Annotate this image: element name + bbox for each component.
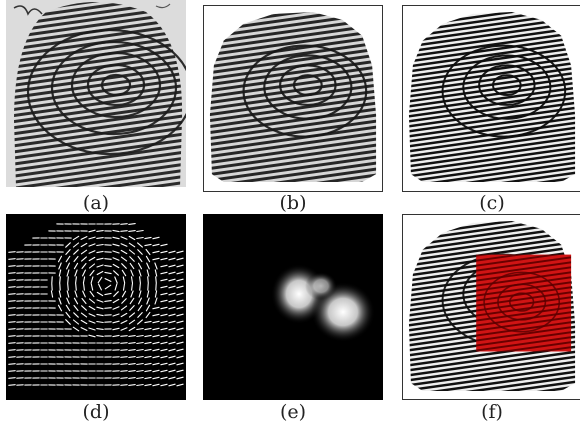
caption-e: (e) (203, 401, 383, 423)
orientation-segment (121, 357, 127, 358)
fingerprint-enhanced-image (403, 6, 580, 191)
orientation-field-image (6, 214, 186, 400)
caption-d: (d) (6, 401, 186, 423)
orientation-segment (9, 273, 15, 274)
orientation-segment (121, 224, 127, 225)
fingerprint-raw-image (6, 0, 186, 187)
caption-c: (c) (402, 192, 580, 214)
orientation-segment (9, 371, 15, 372)
orientation-segment (9, 378, 15, 379)
orientation-segment (9, 343, 15, 344)
orientation-segment (9, 301, 15, 302)
orientation-segment (9, 308, 15, 309)
caption-a: (a) (6, 192, 186, 214)
orientation-segment (76, 284, 77, 290)
orientation-segment (9, 350, 15, 351)
orientation-segment (9, 280, 15, 281)
panel-a-raw-fingerprint (6, 0, 186, 187)
orientation-segment (148, 277, 149, 283)
orientation-segment (121, 231, 127, 232)
orientation-segment (105, 259, 111, 260)
orientation-segment (121, 371, 127, 372)
orientation-segment (121, 343, 127, 344)
caption-f: (f) (402, 401, 580, 423)
orientation-segment (140, 284, 141, 290)
panel-d-orientation-field (6, 214, 186, 400)
fingerprint-segmented-image (204, 6, 382, 191)
orientation-segment (121, 364, 127, 365)
orientation-segment (9, 252, 15, 253)
orientation-segment (9, 322, 15, 323)
orientation-segment (121, 350, 127, 351)
singular-region-heatmap (203, 214, 383, 400)
orientation-segment (121, 385, 127, 386)
orientation-segment (9, 294, 15, 295)
panel-c-enhanced-fingerprint (402, 5, 580, 192)
panel-b-segmented-fingerprint (203, 5, 383, 192)
fingerprint-roi-overlay-image (403, 215, 580, 399)
orientation-segment (105, 308, 111, 309)
orientation-segment (9, 266, 15, 267)
orientation-segment (68, 284, 69, 290)
orientation-segment (9, 336, 15, 337)
orientation-segment (9, 315, 15, 316)
orientation-segment (9, 287, 15, 288)
panel-f-region-of-interest (402, 214, 580, 400)
roi-highlight-box (476, 255, 571, 352)
orientation-segment (68, 277, 69, 283)
panel-e-singular-region-response (203, 214, 383, 400)
orientation-segment (9, 259, 15, 260)
orientation-segment (156, 277, 157, 283)
orientation-segment (121, 336, 127, 337)
orientation-segment (60, 277, 61, 283)
caption-b: (b) (203, 192, 383, 214)
orientation-segment (9, 385, 15, 386)
orientation-segment (121, 378, 127, 379)
orientation-segment (9, 329, 15, 330)
orientation-segment (9, 357, 15, 358)
orientation-segment (9, 364, 15, 365)
